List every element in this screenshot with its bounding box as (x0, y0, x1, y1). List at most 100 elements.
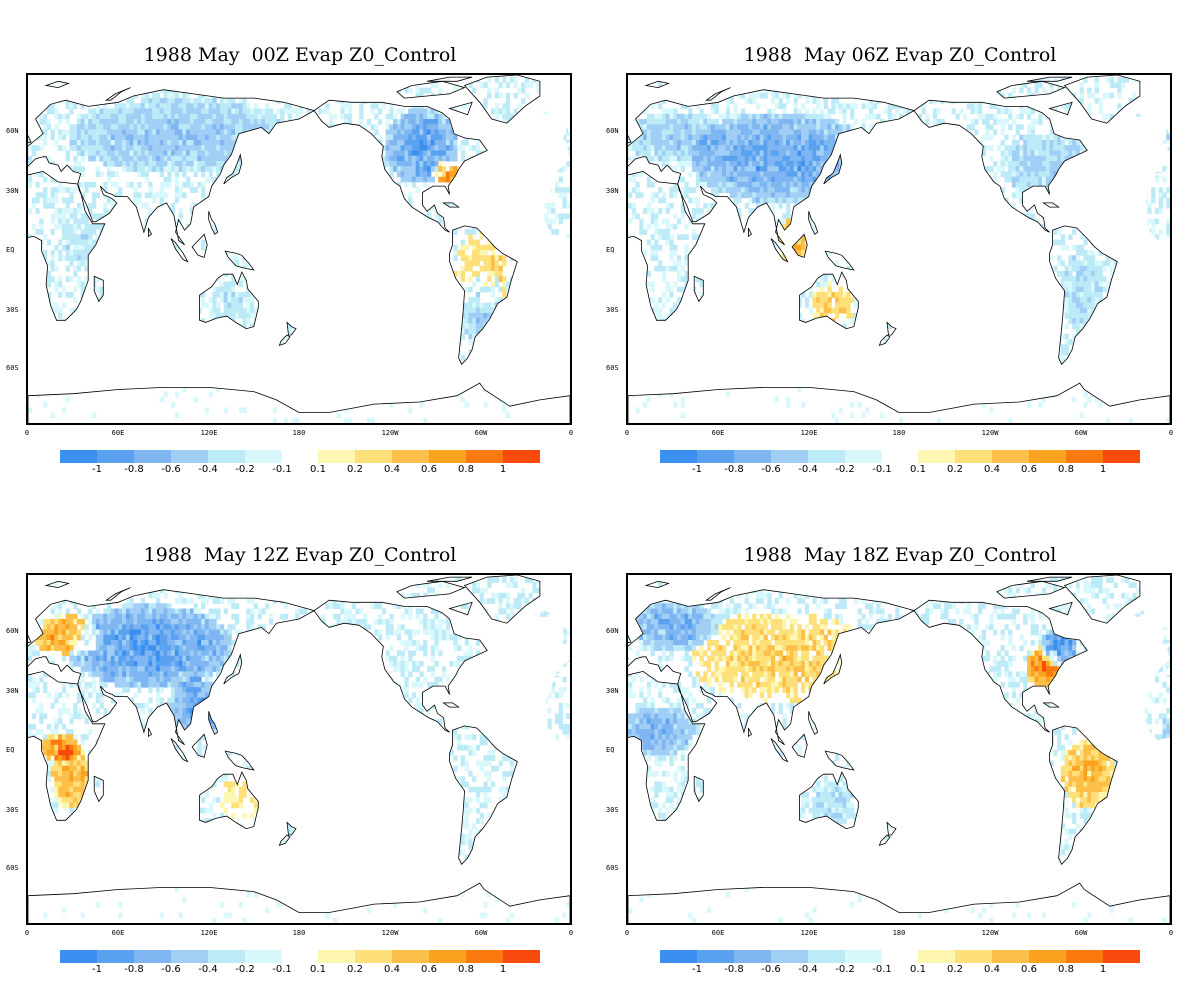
colorbar-label: 0.1 (910, 464, 926, 475)
colorbar-label: 0.4 (984, 964, 1000, 975)
colorbar-swatch-positive (392, 450, 429, 463)
colorbar-swatch-positive (429, 450, 466, 463)
lon-tick-label: 0 (624, 429, 630, 437)
map-frame (26, 73, 572, 425)
colorbar-swatch-negative (171, 450, 208, 463)
colorbar-label: -0.1 (272, 464, 292, 475)
world-map (28, 75, 570, 423)
colorbar-label: 0.8 (458, 964, 474, 975)
colorbar-label: 0.8 (458, 464, 474, 475)
lat-tick-label: EQ (606, 246, 615, 254)
colorbar-label: 0.6 (1021, 464, 1037, 475)
colorbar-swatch-negative (660, 950, 697, 963)
colorbar-label: 0.2 (347, 964, 363, 975)
colorbar-label: -1 (692, 964, 702, 975)
lon-tick-label: 120E (800, 929, 818, 937)
map-panel-18z: 1988 May 18Z Evap Z0_Control 60N 30N EQ 30S 6… (600, 500, 1200, 1000)
evap-anomaly-field (28, 77, 570, 423)
lon-tick-label: 0 (624, 929, 630, 937)
colorbar-label: 0.4 (384, 964, 400, 975)
colorbar: -1 -0.8 -0.6 -0.4 -0.2 -0.1 0.1 0.2 0.4 0.6 0.8 1 (0, 450, 600, 480)
colorbar-swatch-negative (697, 950, 734, 963)
colorbar-swatch-positive (466, 450, 503, 463)
colorbar-swatch-positive (992, 950, 1029, 963)
colorbar-swatch-negative (171, 950, 208, 963)
colorbar-label: -0.8 (724, 464, 744, 475)
colorbar-label: -0.1 (272, 964, 292, 975)
lat-tick-label: 60N (6, 127, 19, 135)
colorbar-label: -0.4 (798, 964, 818, 975)
colorbar-label: 1 (1099, 464, 1107, 475)
evap-anomaly-field (628, 77, 1170, 423)
colorbar-label: 1 (1099, 964, 1107, 975)
panel-title: 1988 May 18Z Evap Z0_Control (743, 544, 1057, 566)
colorbar-swatch-negative (808, 950, 845, 963)
lat-tick-label: 30S (606, 806, 619, 814)
lat-tick-label: 60S (606, 864, 619, 872)
colorbar-swatch-negative (734, 450, 771, 463)
colorbar-swatch-negative (208, 450, 245, 463)
lat-tick-label: 60S (6, 864, 19, 872)
panel-title: 1988 May 12Z Evap Z0_Control (143, 544, 457, 566)
colorbar-swatch-positive (1029, 450, 1066, 463)
colorbar-label: -1 (92, 464, 102, 475)
lon-tick-label: 0 (1168, 429, 1174, 437)
lon-tick-label: 60W (474, 929, 488, 937)
lat-tick-label: 60S (606, 364, 619, 372)
lon-tick-label: 60E (111, 929, 125, 937)
colorbar: -1 -0.8 -0.6 -0.4 -0.2 -0.1 0.1 0.2 0.4 0.6 0.8 1 (0, 950, 600, 980)
colorbar-label: 0.2 (947, 964, 963, 975)
colorbar-label: -0.6 (761, 964, 781, 975)
colorbar-label: -0.1 (872, 964, 892, 975)
colorbar-label: 1 (499, 964, 507, 975)
lon-tick-label: 120E (200, 929, 218, 937)
lon-tick-label: 180 (292, 929, 306, 937)
colorbar-swatch-positive (1103, 950, 1140, 963)
colorbar-label: -0.6 (161, 464, 181, 475)
colorbar-label: 0.1 (910, 964, 926, 975)
lat-tick-label: EQ (6, 246, 15, 254)
lon-tick-label: 60E (111, 429, 125, 437)
coastlines (28, 75, 570, 423)
lon-tick-label: 180 (292, 429, 306, 437)
world-map (628, 75, 1170, 423)
colorbar-label: -1 (92, 964, 102, 975)
evap-anomaly-field (28, 577, 570, 923)
lat-tick-label: 60N (606, 127, 619, 135)
colorbar-swatch-negative (845, 450, 882, 463)
colorbar-label: 1 (499, 464, 507, 475)
evap-anomaly-field (628, 577, 1170, 923)
lon-tick-label: 120W (381, 929, 399, 937)
colorbar-swatch-negative (771, 450, 808, 463)
lon-tick-label: 180 (892, 429, 906, 437)
map-panel-06z: 1988 May 06Z Evap Z0_Control 60N 30N EQ 30S 6… (600, 0, 1200, 500)
colorbar-swatch-negative (97, 950, 134, 963)
coastlines (628, 75, 1170, 423)
colorbar-swatch-positive (1103, 450, 1140, 463)
lat-tick-label: 30N (6, 187, 19, 195)
colorbar-label: 0.8 (1058, 464, 1074, 475)
lon-tick-label: 0 (24, 429, 30, 437)
lat-tick-label: 60S (6, 364, 19, 372)
lon-tick-label: 60E (711, 429, 725, 437)
colorbar-label: -0.8 (124, 464, 144, 475)
colorbar-swatch-positive (355, 950, 392, 963)
colorbar-swatch-negative (208, 950, 245, 963)
panel-title: 1988 May 00Z Evap Z0_Control (143, 44, 457, 66)
colorbar-label: 0.2 (947, 464, 963, 475)
colorbar-label: -0.2 (835, 464, 855, 475)
colorbar-swatch-positive (918, 950, 955, 963)
colorbar-label: -0.4 (198, 964, 218, 975)
lon-tick-label: 0 (568, 429, 574, 437)
lat-tick-label: 60N (606, 627, 619, 635)
colorbar-swatch-positive (992, 450, 1029, 463)
lon-tick-label: 120W (981, 929, 999, 937)
lon-tick-label: 60W (1074, 429, 1088, 437)
colorbar-swatch-positive (392, 950, 429, 963)
colorbar-label: 0.1 (310, 964, 326, 975)
colorbar-swatch-negative (134, 950, 171, 963)
colorbar-swatch-negative (771, 950, 808, 963)
colorbar-swatch-negative (660, 450, 697, 463)
colorbar-swatch-negative (808, 450, 845, 463)
colorbar-label: -0.2 (835, 964, 855, 975)
